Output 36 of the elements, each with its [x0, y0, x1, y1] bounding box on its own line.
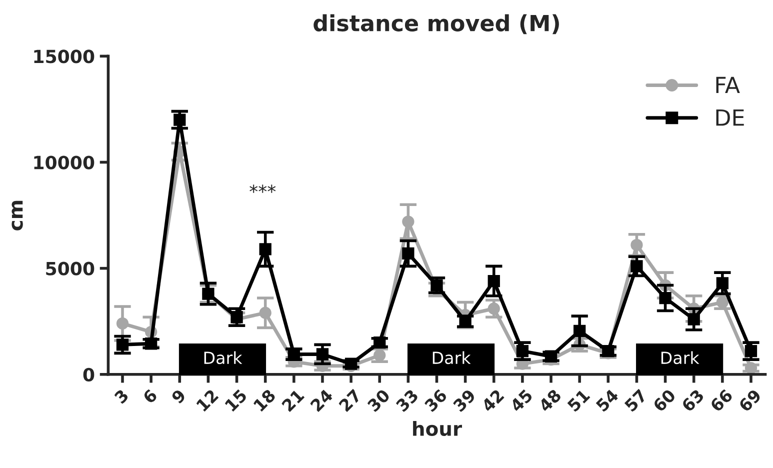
x-tick-label: 9 — [170, 388, 186, 404]
x-tick-label: 27 — [338, 388, 362, 412]
x-tick-label: 18 — [252, 388, 276, 412]
x-tick-label: 60 — [652, 388, 676, 412]
y-tick-label: 15000 — [34, 50, 94, 64]
y-tick-label: 0 — [83, 368, 94, 382]
x-tick-label: 3 — [114, 388, 130, 404]
y-tick-label: 10000 — [34, 156, 94, 170]
band-label: Dark — [204, 351, 242, 364]
x-tick-label: 66 — [709, 388, 734, 412]
x-tick-label: 15 — [224, 388, 248, 412]
band-label: Dark — [661, 351, 700, 364]
x-tick-label: 6 — [142, 388, 158, 404]
annotation: *** — [250, 184, 276, 193]
x-tick-label: 54 — [596, 388, 620, 412]
x-tick-label: 42 — [480, 388, 504, 412]
x-tick-label: 48 — [538, 388, 562, 413]
x-tick-label: 30 — [366, 388, 391, 412]
legend-label: FA — [716, 76, 740, 94]
x-tick-label: 21 — [281, 388, 305, 412]
x-tick-label: 69 — [738, 388, 762, 412]
y-axis-title: cm — [12, 200, 23, 230]
x-tick-label: 36 — [424, 388, 448, 412]
x-tick-label: 24 — [310, 388, 334, 412]
chart-title: distance moved (M) — [314, 14, 559, 34]
y-tick-label: 5000 — [46, 262, 94, 276]
x-axis-title: hour — [413, 420, 462, 436]
x-tick-label: 57 — [624, 388, 648, 412]
x-tick-label: 45 — [509, 388, 534, 413]
x-tick-label: 33 — [395, 388, 419, 412]
legend-label: DE — [716, 109, 744, 126]
x-tick-label: 51 — [566, 388, 590, 412]
x-tick-label: 12 — [196, 388, 219, 412]
band-label: Dark — [432, 351, 471, 364]
x-tick-label: 39 — [452, 388, 476, 412]
x-tick-label: 63 — [680, 388, 705, 412]
